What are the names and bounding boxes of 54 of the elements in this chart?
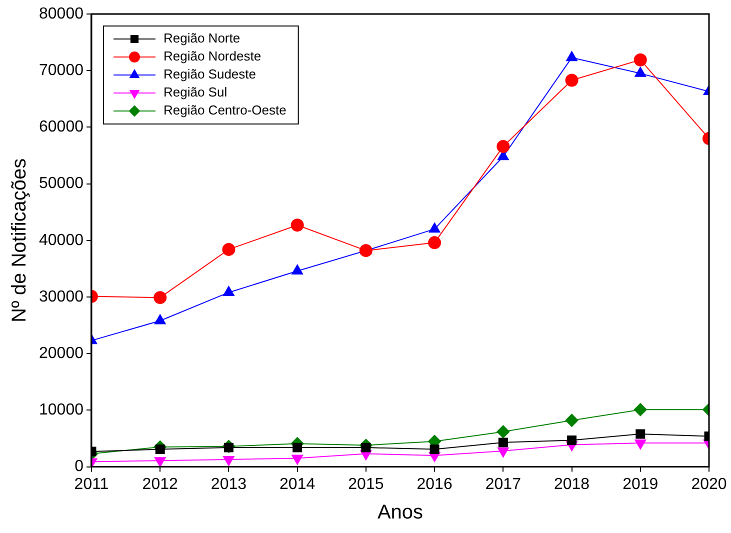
legend-label: Região Sul	[163, 84, 228, 100]
x-tick-label: 2014	[280, 476, 316, 493]
y-tick-label: 50000	[38, 175, 84, 192]
x-tick-label: 2019	[622, 476, 658, 493]
y-tick-label: 10000	[38, 402, 84, 419]
point	[496, 425, 510, 438]
x-tick-label: 2020	[691, 476, 727, 493]
point	[566, 51, 578, 62]
point	[154, 457, 166, 467]
point	[498, 438, 508, 448]
point	[290, 218, 304, 232]
point	[430, 444, 440, 454]
point	[154, 291, 167, 304]
point	[636, 429, 646, 439]
legend-label: Região Nordeste	[163, 48, 262, 64]
y-tick-label: 60000	[38, 118, 84, 136]
y-tick-label: 20000	[38, 345, 84, 362]
point	[567, 435, 577, 445]
x-tick-label: 2018	[554, 476, 590, 493]
legend-label: Região Centro-Oeste	[163, 102, 286, 118]
y-axis-title: Nº de Notificações	[8, 158, 31, 322]
legend-label: Região Sudeste	[163, 66, 256, 82]
point	[154, 314, 166, 324]
x-tick-label: 2015	[348, 476, 384, 493]
x-tick-label: 2016	[416, 476, 452, 493]
point	[359, 244, 372, 258]
y-tick-label: 30000	[38, 288, 84, 306]
point	[361, 442, 371, 452]
x-axis-title: Anos	[377, 502, 424, 524]
point	[222, 242, 236, 256]
point	[292, 264, 304, 274]
legend-label: Região Norte	[163, 30, 240, 46]
x-tick-label: 2017	[485, 476, 522, 493]
point	[155, 444, 165, 454]
point	[634, 53, 647, 66]
point	[497, 447, 509, 458]
point	[292, 454, 304, 465]
point	[292, 442, 302, 452]
point	[634, 440, 646, 450]
point	[634, 66, 646, 77]
point	[634, 403, 647, 416]
y-tick-label: 0	[74, 458, 84, 476]
x-tick-label: 2013	[210, 476, 247, 493]
x-tick-label: 2012	[142, 476, 178, 493]
point	[428, 222, 440, 233]
y-tick-label: 40000	[38, 232, 84, 249]
x-tick-label: 2011	[74, 476, 109, 493]
point	[496, 140, 510, 153]
y-tick-label: 70000	[38, 62, 84, 80]
point	[428, 236, 442, 250]
point	[565, 74, 578, 87]
point	[223, 456, 234, 466]
point	[565, 414, 578, 427]
y-tick-label: 80000	[38, 5, 84, 22]
